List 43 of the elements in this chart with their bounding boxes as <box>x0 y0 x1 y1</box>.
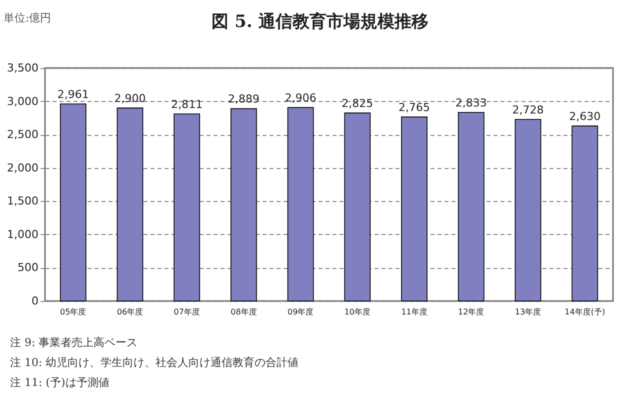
x-tick-label: 10年度 <box>344 308 371 316</box>
x-tick-label: 05年度 <box>60 308 86 316</box>
x-tick-label: 06年度 <box>116 308 144 316</box>
data-label: 2,900 <box>114 92 146 105</box>
bar <box>287 107 314 302</box>
bar <box>401 116 428 302</box>
y-tick-label: 1,000 <box>7 228 38 241</box>
x-tick-label: 14年度(予) <box>564 308 606 316</box>
data-label: 2,765 <box>398 100 430 114</box>
y-tick-label: 0 <box>32 294 38 308</box>
y-tick-label: 2,500 <box>7 128 38 142</box>
y-tick-label: 1,500 <box>7 194 38 208</box>
data-label: 2,811 <box>171 98 203 111</box>
text: 注 9: 事業者売上高ベース <box>10 335 139 351</box>
data-label: 2,961 <box>57 88 89 101</box>
data-label: 2,825 <box>342 96 374 110</box>
bar <box>230 108 257 302</box>
data-label: 2,833 <box>455 96 487 110</box>
bar <box>174 113 200 302</box>
y-tick-label: 3,000 <box>7 94 38 108</box>
bar <box>60 103 86 302</box>
data-label: 2,630 <box>569 110 601 123</box>
x-tick-label: 11年度 <box>401 308 428 316</box>
data-label: 2,728 <box>512 103 544 116</box>
y-axis-title: 単位:億円 <box>4 12 52 24</box>
text: 注 10: 幼児向け、学生向け、社会人向け通信教育の合計値 <box>10 355 299 371</box>
y-tick-label: 2,000 <box>7 161 38 174</box>
bar <box>344 112 371 302</box>
bar <box>572 126 598 302</box>
bar <box>116 108 144 302</box>
data-label: 2,889 <box>228 92 260 106</box>
text: 注 11: (予)は予測値 <box>10 375 110 391</box>
x-tick-label: 12年度 <box>458 308 484 316</box>
y-tick-label: 3,500 <box>7 62 38 74</box>
data-label: 2,906 <box>284 92 316 105</box>
x-tick-label: 07年度 <box>174 308 200 316</box>
y-tick-label: 500 <box>18 261 38 274</box>
bar <box>458 112 484 302</box>
bar <box>514 118 542 302</box>
x-tick-label: 13年度 <box>514 308 542 316</box>
chart-title: 図 5. 通信教育市場規模推移 <box>212 12 428 32</box>
x-tick-label: 08年度 <box>230 308 257 316</box>
x-tick-label: 09年度 <box>287 308 314 316</box>
